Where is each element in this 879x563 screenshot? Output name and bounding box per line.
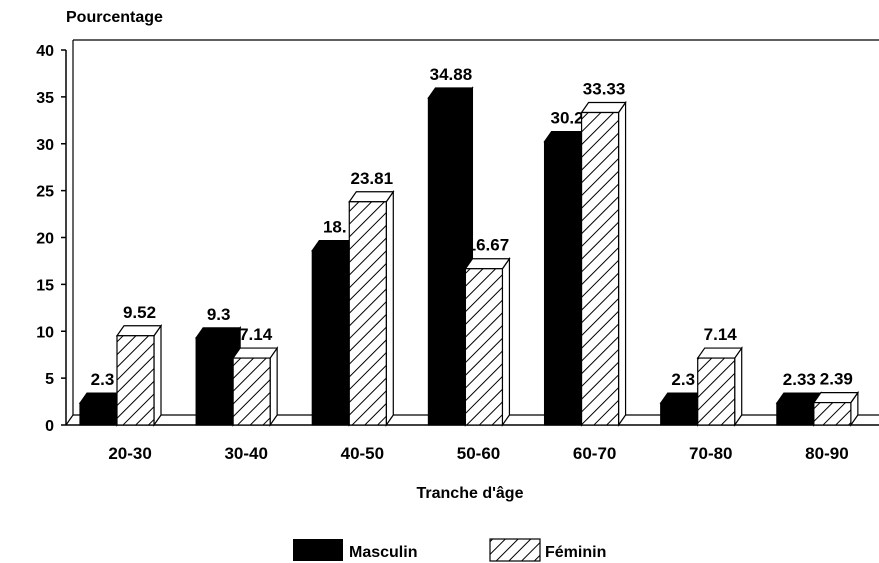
floor-edge bbox=[65, 414, 74, 426]
bar-top bbox=[696, 347, 743, 359]
data-label: 7.14 bbox=[704, 325, 738, 344]
x-tick-label: 40-50 bbox=[341, 444, 384, 463]
bar-side bbox=[385, 189, 394, 427]
bar-feminin-40-50 bbox=[348, 201, 387, 426]
bar-feminin-30-40 bbox=[232, 357, 271, 426]
bar-feminin-60-70 bbox=[580, 111, 620, 426]
legend-swatch-feminin bbox=[489, 538, 541, 562]
data-label: 9.52 bbox=[123, 303, 156, 322]
legend-label-masculin: Masculin bbox=[349, 544, 417, 561]
y-tick-label: 30 bbox=[36, 137, 54, 154]
y-tick-label: 10 bbox=[36, 324, 54, 341]
bar-top bbox=[231, 347, 279, 359]
bar-top bbox=[194, 327, 242, 339]
bar-top bbox=[812, 391, 860, 404]
bar-side bbox=[269, 346, 278, 427]
bar-top bbox=[115, 325, 163, 337]
bars: 2.3 9.52 9.3 7.14 18. 23.81 34.88 16.67 30.2 33.3… bbox=[78, 65, 860, 427]
legend-swatch-masculin bbox=[293, 539, 343, 561]
data-label: 23.81 bbox=[351, 169, 394, 188]
bar-side bbox=[153, 323, 162, 427]
y-tick-label: 5 bbox=[45, 371, 54, 388]
data-label: 34.88 bbox=[430, 65, 473, 84]
bar-feminin-50-60 bbox=[464, 268, 504, 426]
x-tick-label: 70-80 bbox=[689, 444, 732, 463]
x-tick-label: 50-60 bbox=[457, 444, 500, 463]
bar-masculin-80-90 bbox=[776, 402, 815, 426]
bar-masculin-70-80 bbox=[660, 402, 699, 426]
x-tick-labels: 20-30 30-40 40-50 50-60 60-70 70-80 80-90 bbox=[108, 444, 848, 463]
data-label: 30.2 bbox=[551, 109, 584, 128]
bar-feminin-70-80 bbox=[697, 357, 736, 426]
x-tick-label: 30-40 bbox=[224, 444, 267, 463]
legend-label-feminin: Féminin bbox=[545, 544, 606, 561]
y-tick-label: 15 bbox=[36, 277, 54, 294]
data-label: 33.33 bbox=[583, 80, 626, 99]
y-tick-label: 25 bbox=[36, 184, 54, 201]
bar-masculin-50-60 bbox=[427, 97, 467, 426]
bar-masculin-30-40 bbox=[195, 337, 234, 426]
data-label: 18. bbox=[323, 218, 347, 237]
bar-feminin-20-30 bbox=[116, 335, 155, 426]
bar-top bbox=[427, 87, 474, 99]
bar-top bbox=[464, 258, 511, 270]
data-label: 2.3 bbox=[671, 370, 695, 389]
bar-masculin-40-50 bbox=[311, 250, 350, 426]
data-label: 2.3 bbox=[91, 370, 115, 389]
data-label: 2.39 bbox=[820, 370, 853, 389]
y-tick-label: 20 bbox=[36, 231, 54, 248]
y-tick-label: 0 bbox=[45, 418, 54, 435]
bar-feminin-80-90 bbox=[813, 401, 852, 426]
bar-top bbox=[348, 191, 395, 203]
bar-side bbox=[501, 256, 511, 427]
bar-masculin-20-30 bbox=[79, 402, 118, 426]
legend: Masculin Féminin bbox=[293, 538, 606, 562]
x-tick-label: 80-90 bbox=[805, 444, 848, 463]
data-label: 7.14 bbox=[239, 325, 273, 344]
data-label: 9.3 bbox=[207, 305, 231, 324]
y-axis-title: Pourcentage bbox=[66, 9, 163, 26]
data-label: 16.67 bbox=[467, 236, 510, 255]
data-label: 2.33 bbox=[783, 370, 816, 389]
x-axis-title: Tranche d'âge bbox=[417, 485, 524, 502]
bar-top bbox=[580, 101, 627, 114]
bar-side bbox=[734, 346, 743, 427]
x-tick-label: 20-30 bbox=[108, 444, 151, 463]
bar-side bbox=[617, 100, 627, 427]
bar-masculin-60-70 bbox=[543, 140, 583, 426]
y-tick-label: 35 bbox=[36, 90, 54, 107]
x-tick-label: 60-70 bbox=[573, 444, 616, 463]
y-tick-label: 40 bbox=[36, 43, 54, 60]
